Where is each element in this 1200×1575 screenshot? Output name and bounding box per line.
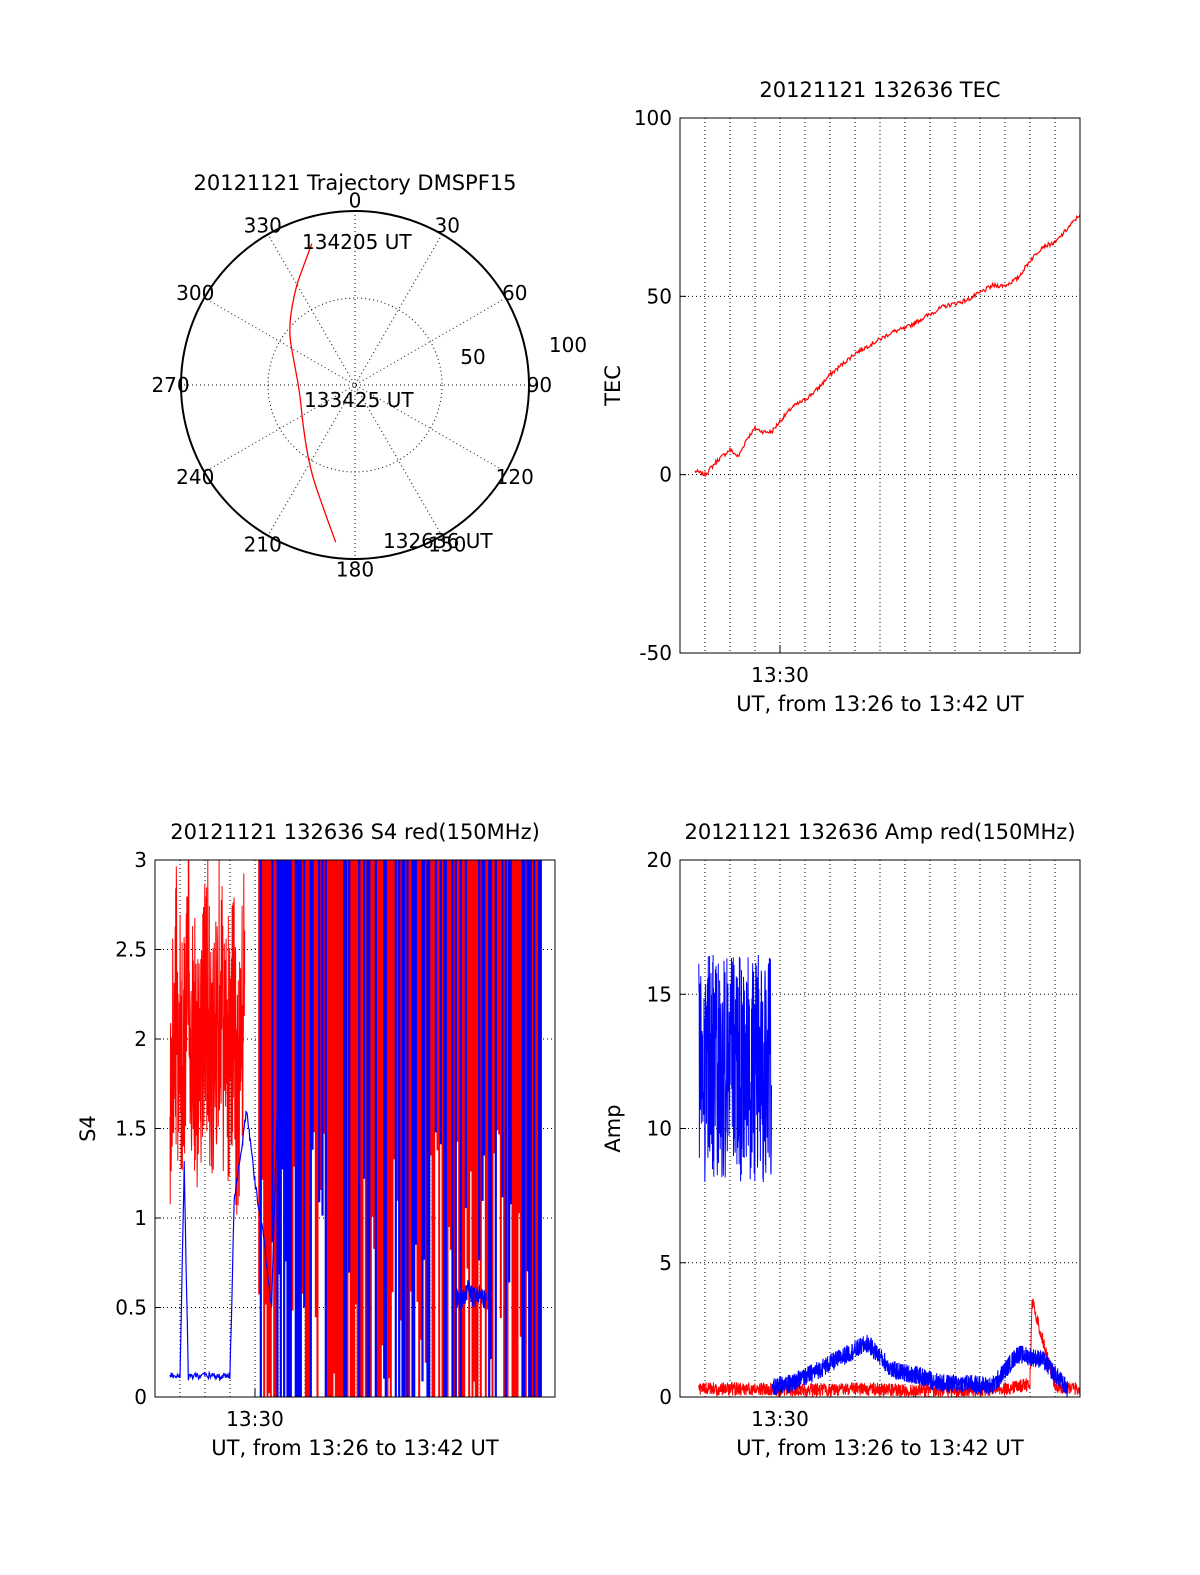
tec-title: 20121121 132636 TEC (759, 78, 1000, 102)
azimuth-label: 30 (434, 213, 459, 237)
y-tick-label: 2.5 (115, 938, 147, 962)
s4-series-group (169, 860, 542, 1397)
radius-label: 100 (549, 333, 587, 357)
y-tick-label: 1 (134, 1206, 147, 1230)
y-axis-label: TEC (601, 365, 625, 407)
azimuth-label: 0 (349, 189, 362, 213)
tec-plot: -50 0 50 100 13:30 UT, from 13:26 to 13:42 UT… (601, 106, 1081, 716)
x-axis-label: UT, from 13:26 to 13:42 UT (736, 692, 1024, 716)
amp-series-group (698, 954, 1080, 1397)
y-tick-label: 3 (134, 848, 147, 872)
y-tick-label: 0 (659, 1385, 672, 1409)
y-tick-label: -50 (639, 641, 672, 665)
amp-red-line (698, 1298, 1080, 1397)
trajectory-title: 20121121 Trajectory DMSPF15 (193, 171, 516, 195)
y-axis-label: Amp (601, 1104, 625, 1152)
s4-panel: 20121121 132636 S4 red(150MHz) 0 0.5 1 1.5 2… (76, 820, 556, 1460)
x-tick-label: 13:30 (751, 663, 809, 687)
y-tick-label: 5 (659, 1251, 672, 1275)
amp-title: 20121121 132636 Amp red(150MHz) (684, 820, 1075, 844)
y-axis-label: S4 (76, 1115, 100, 1142)
azimuth-label: 150 (428, 533, 466, 557)
tec-panel: 20121121 132636 TEC -50 0 50 100 13:30 UT, fr… (601, 78, 1081, 716)
x-axis-label: UT, from 13:26 to 13:42 UT (736, 1436, 1024, 1460)
azimuth-label: 180 (336, 557, 374, 581)
x-axis-label: UT, from 13:26 to 13:42 UT (211, 1436, 499, 1460)
amp-plot: 0 5 10 15 20 13:30 UT, from 13:26 to 13:42 UT A… (601, 848, 1081, 1460)
azimuth-label: 270 (151, 373, 189, 397)
polar-plot: 0 30 60 90 120 150 180 210 240 270 300 330 50 100 1342… (151, 189, 587, 582)
plot-frame (154, 859, 556, 1398)
y-tick-label: 2 (134, 1027, 147, 1051)
s4-blue-line (169, 1006, 289, 1382)
azimuth-label: 300 (176, 281, 214, 305)
s4-blue-spikes (259, 860, 542, 1397)
azimuth-label: 60 (502, 281, 527, 305)
trajectory-track (289, 243, 337, 543)
s4-red-line (169, 860, 246, 1215)
s4-blue-late-line (454, 1279, 487, 1312)
azimuth-label: 240 (176, 465, 214, 489)
plot-frame (679, 859, 1081, 1398)
y-tick-label: 10 (647, 1117, 672, 1141)
y-tick-label: 100 (634, 106, 672, 130)
trajectory-panel: 20121121 Trajectory DMSPF15 0 30 60 90 120 15… (151, 171, 587, 581)
azimuth-label: 120 (496, 465, 534, 489)
y-tick-label: 1.5 (115, 1117, 147, 1141)
y-tick-label: 15 (647, 982, 672, 1006)
radius-label: 50 (460, 345, 485, 369)
y-tick-label: 50 (647, 284, 672, 308)
y-tick-label: 20 (647, 848, 672, 872)
track-label-end: 132636 UT (383, 529, 493, 553)
x-tick-label: 13:30 (751, 1407, 809, 1431)
s4-plot: 0 0.5 1 1.5 2 2.5 3 13:30 UT, from 13:26 to 13:4… (76, 848, 556, 1460)
y-tick-label: 0 (134, 1385, 147, 1409)
polar-grid-circle (267, 297, 443, 473)
azimuth-label: 210 (244, 533, 282, 557)
azimuth-label: 90 (527, 373, 552, 397)
amp-panel: 20121121 132636 Amp red(150MHz) 0 5 10 15 20… (601, 820, 1081, 1460)
y-tick-label: 0.5 (115, 1296, 147, 1320)
track-label-start: 134205 UT (302, 230, 412, 254)
tec-series-line (694, 214, 1081, 478)
s4-red-spikes (258, 860, 539, 1397)
y-tick-label: 0 (659, 463, 672, 487)
azimuth-label: 330 (244, 213, 282, 237)
s4-title: 20121121 132636 S4 red(150MHz) (170, 820, 540, 844)
amp-blue-tail (771, 1334, 1068, 1397)
amp-blue-burst (698, 954, 772, 1183)
x-tick-label: 13:30 (226, 1407, 284, 1431)
track-label-middle: 133425 UT (304, 388, 414, 412)
plot-frame (679, 117, 1081, 654)
